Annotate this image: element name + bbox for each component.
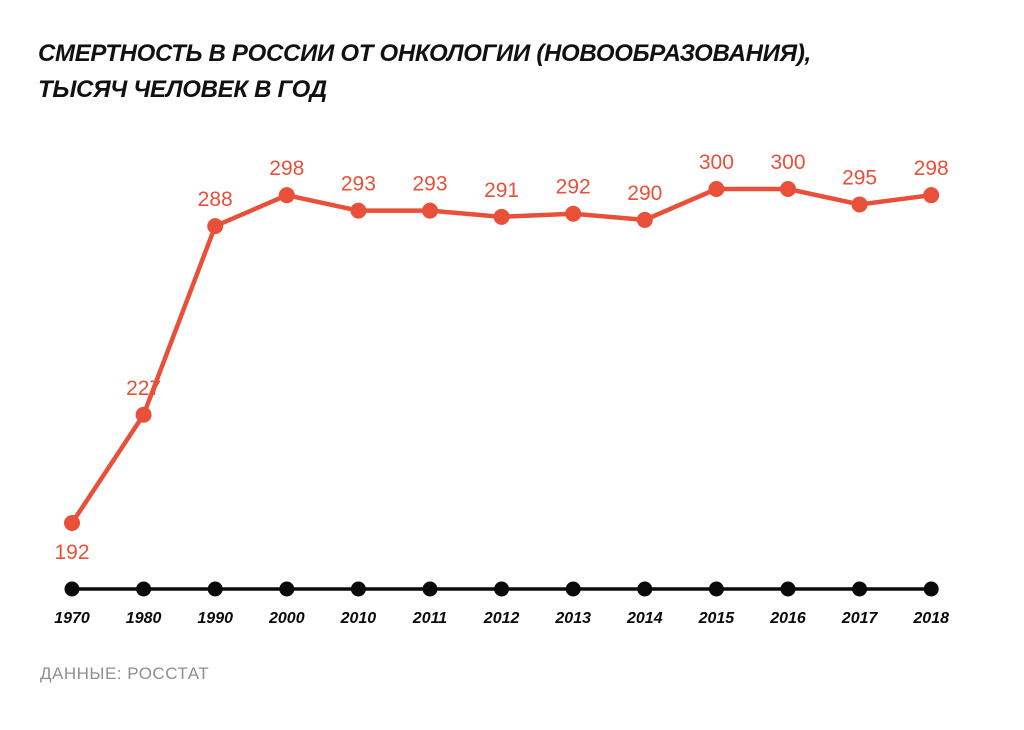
x-tick-label: 2017 <box>841 610 879 627</box>
data-point <box>493 208 510 225</box>
x-axis-tick-dot <box>64 581 80 597</box>
x-tick-label: 2012 <box>483 610 520 627</box>
data-point <box>207 218 224 235</box>
data-label: 288 <box>198 188 233 211</box>
x-tick-label: 2014 <box>626 610 663 627</box>
x-axis-tick-dot <box>350 581 366 597</box>
x-axis-tick-dot <box>279 581 295 597</box>
data-label: 293 <box>341 173 376 196</box>
data-label: 293 <box>412 173 447 196</box>
x-tick-label: 2010 <box>340 610 377 627</box>
x-tick-label: 2013 <box>554 610 591 627</box>
series-line <box>69 186 934 526</box>
x-tick-label: 2016 <box>769 610 806 627</box>
data-point <box>64 515 80 531</box>
x-axis-tick-dot <box>923 581 939 597</box>
data-point <box>851 196 868 213</box>
data-point <box>350 202 367 219</box>
x-tick-label: 2018 <box>912 610 949 627</box>
x-axis-tick-dot <box>708 581 724 597</box>
chart-title-line-2: ТЫСЯЧ ЧЕЛОВЕК В ГОД <box>38 76 327 103</box>
x-axis-tick-dot <box>780 581 796 597</box>
x-axis-tick-dot <box>207 581 223 597</box>
data-label: 290 <box>627 182 662 205</box>
data-point <box>923 187 940 204</box>
data-point <box>780 181 796 197</box>
data-label: 291 <box>484 179 519 202</box>
data-source: ДАННЫЕ: РОССТАТ <box>40 664 210 683</box>
x-axis-tick-dot <box>494 581 510 597</box>
x-tick-label: 2000 <box>268 610 305 627</box>
data-label: 292 <box>556 176 591 199</box>
data-label: 295 <box>842 166 877 189</box>
data-point <box>636 211 653 228</box>
x-axis-tick-dot <box>852 581 868 597</box>
x-axis-tick-dot <box>637 581 653 597</box>
x-axis-tick-dot <box>565 581 581 597</box>
data-label: 298 <box>269 157 304 180</box>
data-point <box>135 406 152 423</box>
data-label: 300 <box>770 151 805 174</box>
data-label: 300 <box>699 151 734 174</box>
x-tick-label: 1990 <box>197 610 233 627</box>
x-tick-label: 1970 <box>54 610 90 627</box>
x-tick-label: 2011 <box>412 610 448 627</box>
data-point <box>422 202 438 219</box>
data-point <box>565 205 582 222</box>
data-label: 227 <box>126 377 161 400</box>
x-axis-tick-dot <box>422 581 438 597</box>
data-label: 192 <box>54 541 89 564</box>
data-point <box>278 187 295 204</box>
x-axis-tick-dot <box>136 581 152 597</box>
data-label: 298 <box>914 157 949 180</box>
data-point <box>708 181 725 197</box>
chart-title: СМЕРТНОСТЬ В РОССИИ ОТ ОНКОЛОГИИ (НОВООБ… <box>38 36 811 108</box>
chart-title-line-1: СМЕРТНОСТЬ В РОССИИ ОТ ОНКОЛОГИИ (НОВООБ… <box>38 40 811 67</box>
x-tick-label: 2015 <box>698 610 736 627</box>
x-tick-label: 1980 <box>126 610 162 627</box>
